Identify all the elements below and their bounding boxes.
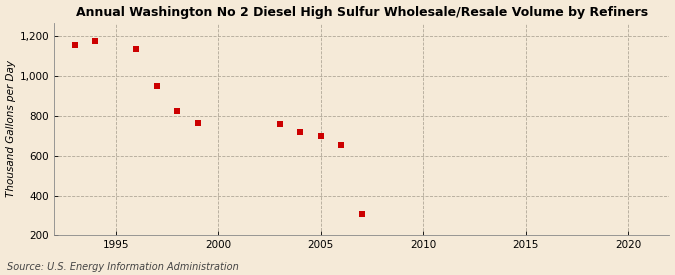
Point: [295, 130, 306, 134]
Y-axis label: Thousand Gallons per Day: Thousand Gallons per Day: [5, 60, 16, 197]
Title: Annual Washington No 2 Diesel High Sulfur Wholesale/Resale Volume by Refiners: Annual Washington No 2 Diesel High Sulfu…: [76, 6, 648, 18]
Text: Source: U.S. Energy Information Administration: Source: U.S. Energy Information Administ…: [7, 262, 238, 272]
Point: [192, 121, 203, 125]
Point: [70, 43, 80, 48]
Point: [172, 109, 183, 113]
Point: [356, 212, 367, 217]
Point: [90, 39, 101, 44]
Point: [315, 134, 326, 138]
Point: [336, 143, 347, 147]
Point: [131, 47, 142, 51]
Point: [151, 84, 162, 88]
Point: [275, 122, 286, 126]
